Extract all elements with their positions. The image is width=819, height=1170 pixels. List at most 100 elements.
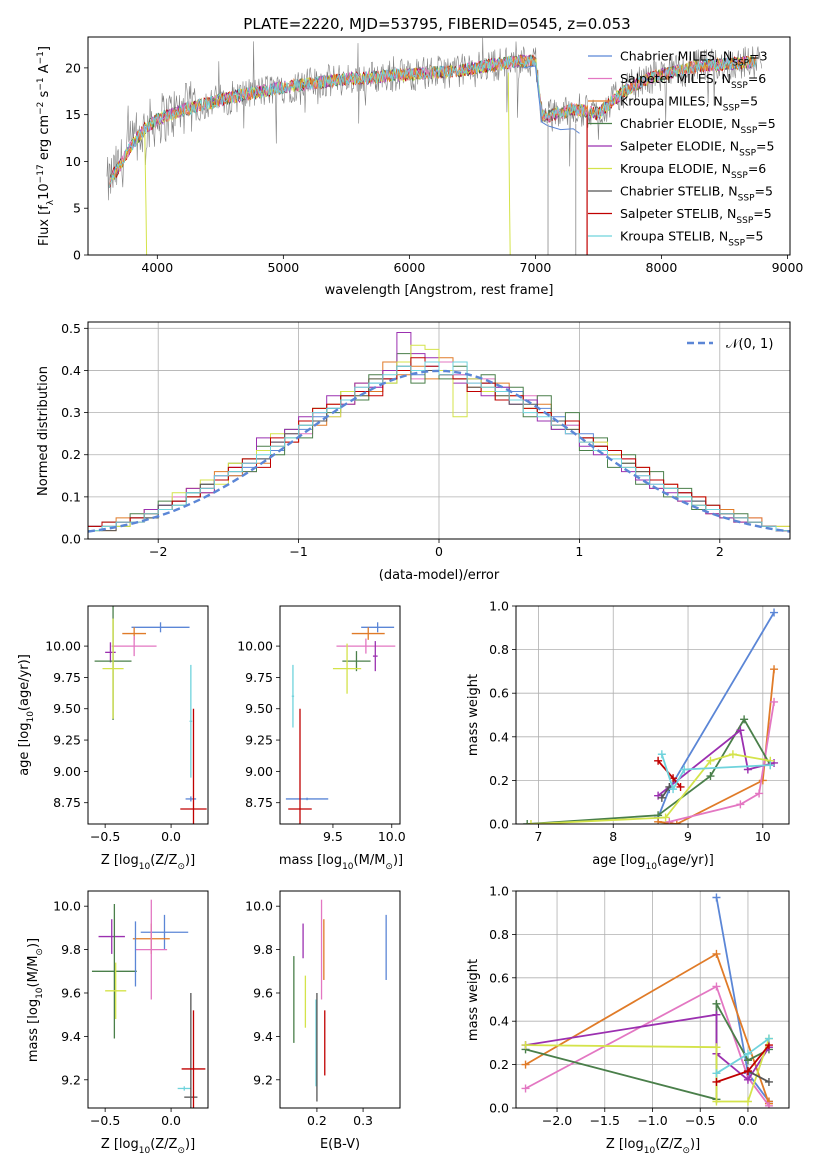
- mass-vs-EBV-axes: 0.2 0.3 9.2 9.4 9.6 9.8 10.0 E(B-V): [245, 890, 401, 1152]
- model-special-line: [507, 72, 511, 255]
- x-tick-label: 8: [609, 829, 617, 844]
- x-tick-label: 6000: [393, 260, 425, 275]
- residuals-x-axis-label: (data-model)/error: [379, 568, 500, 583]
- legend-label: Chabrier ELODIE, NSSP=5: [620, 116, 776, 136]
- x-tick-label: 7000: [520, 260, 552, 275]
- y-tick-label: 10: [65, 154, 81, 169]
- weight-age-marker: [728, 750, 737, 759]
- histogram-step-kroupa_stelib: [88, 361, 790, 532]
- weight-Z-marker: [764, 1034, 773, 1043]
- y-tick-label: 10.00: [45, 639, 81, 654]
- x-tick-label: −2: [149, 544, 167, 559]
- weight-Z-marker: [521, 1041, 530, 1050]
- weight-age-line-salpeter_miles: [669, 701, 775, 823]
- weight-age-marker: [755, 789, 764, 798]
- age-vs-Z-axes-frame: [87, 605, 209, 825]
- y-tick-label: 0.5: [61, 321, 81, 336]
- x-tick-label: 8000: [646, 260, 678, 275]
- weight-age-marker: [766, 761, 775, 770]
- weight-Z-marker: [712, 1097, 721, 1106]
- x-tick-label: −0.5: [90, 829, 120, 844]
- weight-Z-marker: [521, 1084, 530, 1093]
- y-tick-label: 0.2: [61, 447, 81, 462]
- y-tick-label: 1.0: [489, 884, 509, 899]
- weight-age-marker: [740, 715, 749, 724]
- x-tick-label: −2.0: [542, 1113, 572, 1128]
- spectrum-y-axis-label: Flux [fλ10−17 erg cm−2 s−1 A−1]: [36, 46, 56, 246]
- x-tick-label: 1: [575, 544, 583, 559]
- age-vs-Z-axes-plot-area: [94, 606, 207, 824]
- age-vs-mass-axes-frame: [279, 605, 401, 825]
- x-tick-label: −1.0: [637, 1113, 667, 1128]
- weight-age-marker: [654, 756, 663, 765]
- x-tick-label: 5000: [267, 260, 299, 275]
- y-tick-label: 9.6: [61, 985, 81, 1000]
- weight-Z-marker: [712, 982, 721, 991]
- y-tick-label: 0: [73, 248, 81, 263]
- weight-age-marker: [706, 772, 715, 781]
- y-tick-label: 0.6: [489, 686, 509, 701]
- weight-age-marker: [736, 726, 745, 735]
- weight-vs-Z-axes: −2.0 −1.5 −1.0 −0.5 0.0 0.0 0.2 0.4 0.6 0.8 1.0 Z […: [466, 884, 790, 1156]
- y-tick-label: 9.25: [245, 733, 273, 748]
- x-tick-label: 4000: [141, 260, 173, 275]
- age-vs-mass-x-axis-label: mass [log10(M/M⊙)]: [279, 853, 403, 872]
- age-vs-mass-axes-plot-area: [285, 622, 396, 824]
- weight-age-marker: [672, 820, 681, 824]
- x-tick-label: 0.0: [161, 1113, 181, 1128]
- x-tick-label: 7: [534, 829, 542, 844]
- x-tick-label: −0.5: [685, 1113, 715, 1128]
- residuals-y-axis-label: Normed distribution: [36, 366, 51, 496]
- age-vs-mass-axes: 9.5 10.0 8.75 9.00 9.25 9.50 9.75 10.00 mass [lo…: [237, 605, 406, 872]
- weight-age-marker: [770, 697, 779, 706]
- y-tick-label: 9.4: [253, 1029, 273, 1044]
- y-tick-label: 20: [65, 60, 81, 75]
- weight-Z-marker: [712, 1043, 721, 1052]
- mass-vs-EBV-x-axis-label: E(B-V): [320, 1137, 360, 1152]
- age-vs-Z-y-axis-label: age [log10(age/yr)]: [17, 654, 36, 776]
- y-tick-label: 0.4: [489, 729, 509, 744]
- weight-Z-line-chabrier_stelib: [747, 1070, 770, 1083]
- y-tick-label: 9.8: [61, 942, 81, 957]
- legend-label: Salpeter MILES, NSSP=6: [620, 71, 766, 91]
- weight-age-marker: [526, 820, 535, 824]
- mass-vs-Z-y-axis-label: mass [log10(M/M⊙)]: [26, 938, 45, 1062]
- legend-label: Chabrier STELIB, NSSP=5: [620, 184, 773, 204]
- x-tick-label: −0.5: [90, 1113, 120, 1128]
- mass-vs-EBV-axes-frame: [279, 890, 401, 1109]
- weight-Z-marker: [712, 1077, 721, 1086]
- weight-age-marker: [661, 813, 670, 822]
- y-tick-label: 0.1: [61, 489, 81, 504]
- weight-vs-age-axes-plot-area: [516, 606, 789, 824]
- x-tick-label: 10.0: [378, 829, 406, 844]
- mass-vs-EBV-axes-plot-area: [293, 899, 387, 1102]
- weight-age-line-kroupa_stelib: [660, 753, 771, 792]
- y-tick-label: 0.4: [61, 363, 81, 378]
- weight-Z-marker: [764, 1101, 773, 1108]
- mass-vs-Z-axes: −0.5 0.0 9.2 9.4 9.6 9.8 10.0 Z [log10(Z/Z⊙)] ma…: [26, 890, 209, 1156]
- weight-Z-marker: [712, 893, 721, 902]
- weight-Z-marker: [712, 999, 721, 1008]
- y-tick-label: 9.00: [245, 764, 273, 779]
- weight-vs-Z-axes-plot-area: [516, 891, 789, 1108]
- y-tick-label: 8.75: [53, 795, 81, 810]
- residuals-axes-plot-area: [88, 322, 790, 539]
- weight-vs-age-axes: 7 8 9 10 0.0 0.2 0.4 0.6 0.8 1.0 age [log10(age/yr…: [466, 599, 790, 872]
- x-tick-label: −1.5: [590, 1113, 620, 1128]
- x-tick-label: 9000: [772, 260, 804, 275]
- mass-vs-Z-axes-frame: [87, 890, 209, 1109]
- y-tick-label: 9.75: [53, 670, 81, 685]
- residuals-axes: 𝒩(0, 1) −2 −1 0 1 2 0.0 0.1 0.2 0.3 0.4 0.5 (data-mo…: [36, 321, 791, 583]
- weight-age-marker: [758, 776, 767, 785]
- weight-Z-marker: [712, 1010, 721, 1019]
- x-tick-label: 0.0: [161, 829, 181, 844]
- x-tick-label: 0: [435, 544, 443, 559]
- weight-vs-Z-x-axis-label: Z [log10(Z/Z⊙)]: [606, 1137, 700, 1156]
- model-line-kroupa_stelib: [109, 55, 757, 188]
- weight-age-marker: [669, 785, 678, 794]
- x-tick-label: 0.2: [307, 1113, 327, 1128]
